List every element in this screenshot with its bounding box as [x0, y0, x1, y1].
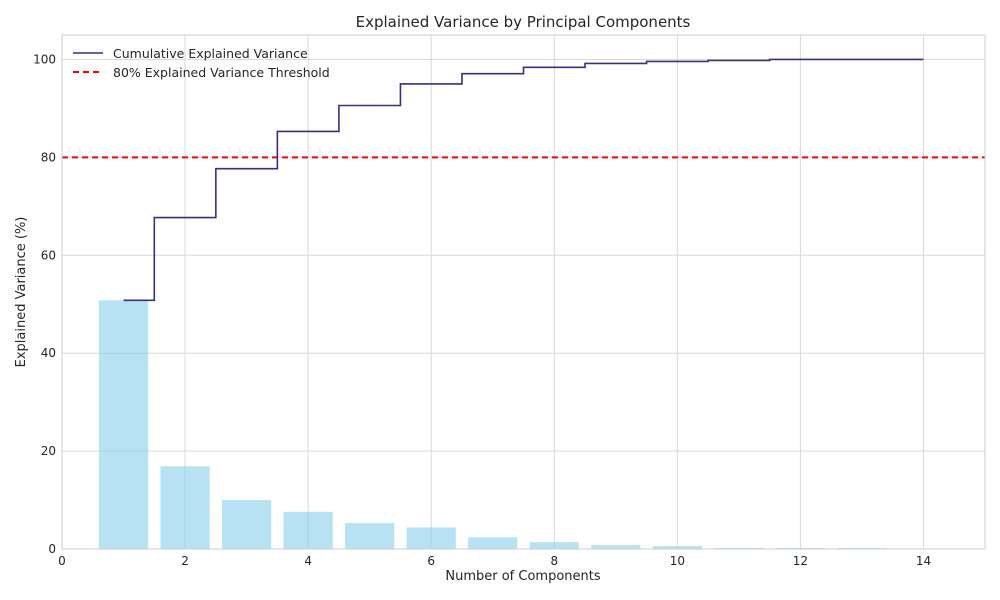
x-tick-label: 6	[427, 554, 435, 568]
bar-component-3	[221, 500, 272, 549]
plot-area	[62, 35, 985, 549]
bar-component-2	[160, 466, 210, 549]
x-tick-label: 14	[916, 554, 931, 568]
y-tick-label: 0	[48, 542, 56, 556]
plot-frame	[61, 34, 986, 550]
y-tick-label: 100	[33, 52, 56, 66]
legend: Cumulative Explained Variance 80% Explai…	[73, 46, 330, 80]
x-axis-ticks: 0 2 4 6 8 10 12 14	[58, 554, 931, 568]
y-tick-label: 80	[41, 150, 56, 164]
x-tick-label: 8	[550, 554, 558, 568]
x-tick-label: 0	[58, 554, 66, 568]
bar-component-9	[591, 545, 641, 549]
legend-label-threshold: 80% Explained Variance Threshold	[113, 65, 330, 80]
y-axis-label: Explained Variance (%)	[14, 217, 29, 368]
y-tick-label: 20	[41, 444, 56, 458]
chart-title: Explained Variance by Principal Componen…	[356, 13, 691, 31]
plot-background	[62, 35, 985, 549]
y-tick-label: 40	[41, 346, 56, 360]
bar-component-5	[345, 523, 395, 549]
bar-component-8	[529, 542, 579, 549]
x-tick-label: 2	[181, 554, 189, 568]
cumulative-step-line	[123, 58, 924, 302]
x-tick-label: 10	[670, 554, 685, 568]
cumulative-line-group	[123, 58, 924, 302]
legend-label-cumulative: Cumulative Explained Variance	[113, 46, 308, 61]
bar-component-10	[652, 546, 702, 549]
x-axis-label: Number of Components	[445, 569, 600, 584]
x-tick-label: 4	[304, 554, 312, 568]
y-tick-label: 60	[41, 248, 56, 262]
bar-component-6	[406, 527, 456, 549]
x-tick-label: 12	[793, 554, 808, 568]
y-axis-ticks: 0 20 40 60 80 100	[33, 52, 56, 556]
bar-component-7	[468, 537, 518, 549]
bar-component-1	[98, 300, 149, 549]
bar-component-4	[283, 511, 333, 549]
